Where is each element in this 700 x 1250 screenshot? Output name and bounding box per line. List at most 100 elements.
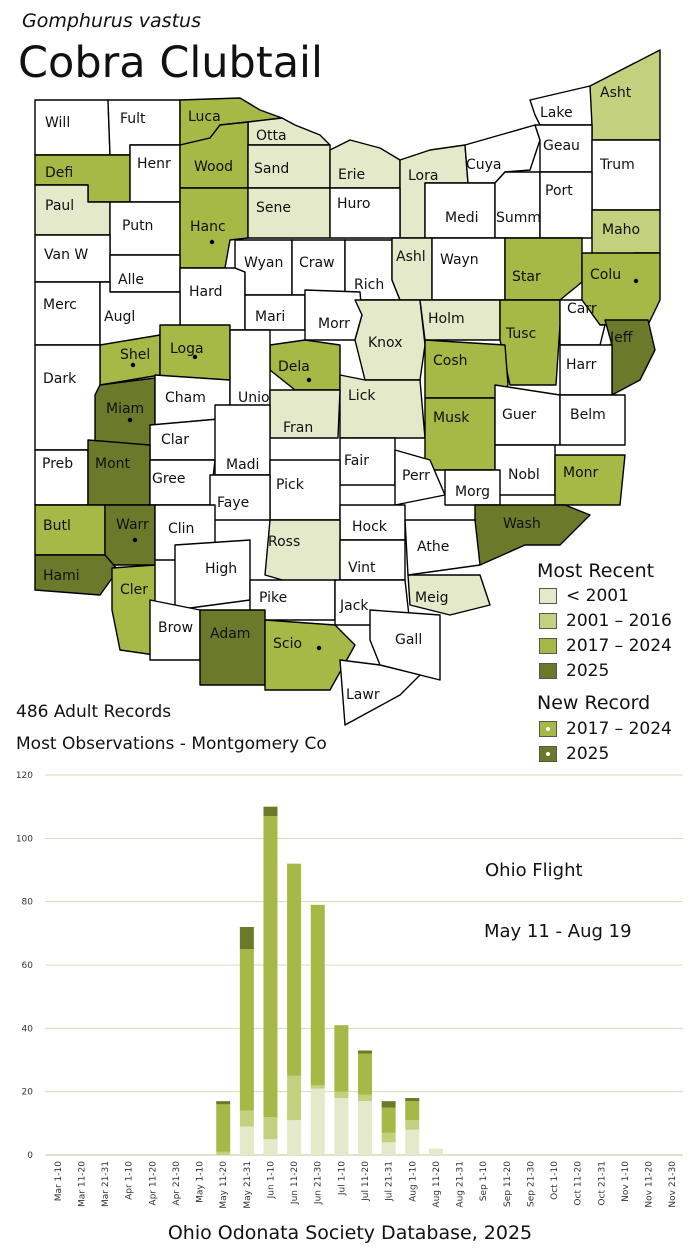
legend-label: 2025	[566, 744, 610, 764]
county-label: Athe	[417, 539, 449, 555]
bar-layer	[216, 806, 443, 1155]
county-label: Carr	[567, 301, 597, 317]
county-label: Port	[545, 183, 573, 199]
legend-swatch	[539, 588, 557, 604]
county-summ	[494, 171, 541, 239]
county-label: Putn	[122, 218, 153, 234]
county-adam	[199, 609, 266, 686]
county-label: Trum	[599, 157, 635, 173]
county-label: Vint	[348, 560, 376, 576]
bar-segment-y2001_2016	[287, 1075, 302, 1121]
county-label: Hanc	[190, 219, 226, 235]
x-tick-label: Apr 21-30	[172, 1161, 182, 1206]
x-tick-label: Sep 21-30	[526, 1161, 536, 1207]
ohio-county-map: Will Fult Luca Otta Lake Asht Defi Henr Wood Sand…	[34, 49, 661, 726]
legend-label: 2001 – 2016	[566, 611, 672, 631]
bar-segment-y2025	[358, 1050, 372, 1054]
bar-segment-y2017_2024	[287, 863, 302, 1076]
county-label: Sene	[256, 200, 291, 216]
county-label: Augl	[104, 309, 135, 325]
county-label: Shel	[120, 347, 150, 363]
county-label: Fair	[344, 453, 369, 469]
y-tick-label: 20	[22, 1088, 34, 1098]
x-tick-label: Jun 21-30	[314, 1161, 324, 1205]
bar-segment-y2001_2016	[310, 1085, 325, 1089]
bar-segment-y2001_2016	[239, 1110, 254, 1127]
y-tick-label: 100	[16, 834, 33, 844]
x-tick-label: Mar 21-31	[101, 1161, 111, 1207]
county-label: Maho	[602, 222, 640, 238]
county-label: Morr	[318, 316, 350, 332]
county-label: Butl	[43, 518, 71, 534]
county-label: Wayn	[440, 252, 479, 268]
legend-label: 2025	[566, 661, 610, 681]
legend-swatch	[539, 663, 557, 679]
county-label: Asht	[600, 85, 632, 101]
x-tick-label: Nov 1-10	[621, 1161, 631, 1202]
county-label: Tusc	[505, 326, 536, 342]
county-label: Cler	[120, 582, 148, 598]
county-label: Madi	[226, 457, 259, 473]
bar-segment-y2017_2024	[334, 1025, 349, 1092]
county-wayn	[431, 237, 506, 301]
county-wash	[474, 504, 591, 566]
y-tick-label: 120	[16, 771, 33, 781]
county-label: Geau	[543, 138, 580, 154]
legend-label: < 2001	[566, 586, 629, 606]
y-tick-label: 80	[22, 898, 34, 908]
county-label: Scio	[273, 636, 302, 652]
bar-segment-y2025	[216, 1101, 231, 1105]
new-record-marker	[192, 354, 198, 360]
county-label: Morg	[455, 484, 490, 500]
bar-segment-pre2001	[263, 1139, 278, 1155]
x-tick-label: Jul 21-31	[385, 1161, 395, 1202]
county-label: Lick	[348, 388, 376, 404]
county-label: Mont	[95, 456, 131, 472]
county-label: Cuya	[466, 157, 502, 173]
bar-segment-y2017_2024	[310, 904, 325, 1086]
county-label: Summ	[496, 210, 541, 226]
new-record-dot-icon	[546, 727, 550, 731]
county-dark	[34, 344, 101, 451]
county-label: Wash	[503, 516, 541, 532]
county-label: Mari	[255, 309, 285, 325]
county-label: Fran	[283, 420, 313, 436]
x-tick-label: Sep 1-10	[479, 1161, 489, 1202]
bar-segment-y2001_2016	[405, 1120, 420, 1130]
new-record-marker	[130, 362, 136, 368]
x-tick-label: Oct 11-20	[574, 1161, 584, 1206]
county-warr	[104, 504, 156, 566]
county-label: Musk	[433, 410, 470, 426]
county-label: Holm	[428, 311, 465, 327]
county-merc	[34, 281, 101, 346]
legend-swatch	[539, 746, 557, 762]
county-label: Paul	[45, 198, 74, 214]
x-tick-label: May 11-20	[219, 1161, 229, 1209]
bar-segment-pre2001	[428, 1148, 443, 1155]
county-label: Pike	[259, 590, 287, 606]
county-label: Jack	[339, 598, 369, 614]
bar-segment-y2025	[239, 927, 254, 950]
county-label: Guer	[502, 407, 536, 423]
county-label: High	[205, 561, 237, 577]
county-label: Alle	[118, 272, 144, 288]
county-port	[539, 171, 593, 239]
bar-segment-y2017_2024	[405, 1101, 420, 1121]
county-label: Will	[45, 115, 70, 131]
county-label: Van W	[44, 247, 88, 263]
bar-segment-y2001_2016	[334, 1091, 349, 1098]
bar-segment-pre2001	[334, 1098, 349, 1155]
county-musk	[424, 397, 496, 471]
county-label: Nobl	[508, 467, 540, 483]
bar-segment-y2001_2016	[216, 1151, 231, 1155]
county-label: Star	[512, 269, 541, 285]
x-tick-label: Nov 11-20	[645, 1161, 655, 1208]
x-tick-label: Sep 11-20	[503, 1161, 513, 1207]
county-label: Ashl	[396, 249, 426, 265]
x-tick-label: Jul 11-20	[361, 1161, 371, 1202]
county-label: Erie	[338, 167, 365, 183]
new-record-marker	[132, 537, 138, 543]
county-label: Clar	[161, 432, 189, 448]
county-label: Craw	[299, 255, 335, 271]
bar-segment-y2017_2024	[263, 816, 278, 1117]
